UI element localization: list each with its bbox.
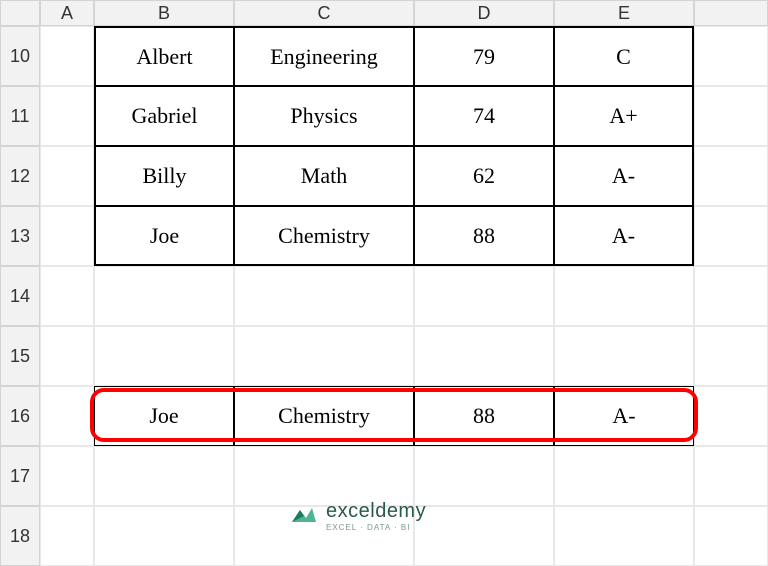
row-header-13[interactable]: 13 (0, 206, 40, 266)
cell-C11[interactable]: Physics (234, 86, 414, 146)
cell-D10[interactable]: 79 (414, 26, 554, 86)
row-header-12[interactable]: 12 (0, 146, 40, 206)
col-header-C[interactable]: C (234, 0, 414, 26)
cell-C10[interactable]: Engineering (234, 26, 414, 86)
cell-D13[interactable]: 88 (414, 206, 554, 266)
cell-A14[interactable] (40, 266, 94, 326)
cell-B11[interactable]: Gabriel (94, 86, 234, 146)
cell-E17[interactable] (554, 446, 694, 506)
cell-A16[interactable] (40, 386, 94, 446)
cell-C15[interactable] (234, 326, 414, 386)
cell-E13[interactable]: A- (554, 206, 694, 266)
cell-A15[interactable] (40, 326, 94, 386)
cell-A11[interactable] (40, 86, 94, 146)
row-header-11[interactable]: 11 (0, 86, 40, 146)
corner-cell[interactable] (0, 0, 40, 26)
row-header-18[interactable]: 18 (0, 506, 40, 566)
cell-D17[interactable] (414, 446, 554, 506)
watermark-brand: exceldemy (326, 500, 426, 523)
cell-B12[interactable]: Billy (94, 146, 234, 206)
cell-C16[interactable]: Chemistry (234, 386, 414, 446)
cell-B18[interactable] (94, 506, 234, 566)
spreadsheet-grid: A B C D E 10 Albert Engineering 79 C 11 … (0, 0, 768, 566)
cell-D15[interactable] (414, 326, 554, 386)
cell-A18[interactable] (40, 506, 94, 566)
cell-E14[interactable] (554, 266, 694, 326)
cell-F15[interactable] (694, 326, 768, 386)
col-header-D[interactable]: D (414, 0, 554, 26)
cell-F13[interactable] (694, 206, 768, 266)
cell-A12[interactable] (40, 146, 94, 206)
col-header-A[interactable]: A (40, 0, 94, 26)
cell-F18[interactable] (694, 506, 768, 566)
cell-D16[interactable]: 88 (414, 386, 554, 446)
col-header-F[interactable] (694, 0, 768, 26)
cell-E10[interactable]: C (554, 26, 694, 86)
cell-D11[interactable]: 74 (414, 86, 554, 146)
cell-D18[interactable] (414, 506, 554, 566)
cell-E11[interactable]: A+ (554, 86, 694, 146)
cell-E18[interactable] (554, 506, 694, 566)
cell-C14[interactable] (234, 266, 414, 326)
cell-E12[interactable]: A- (554, 146, 694, 206)
cell-F10[interactable] (694, 26, 768, 86)
cell-F14[interactable] (694, 266, 768, 326)
cell-D14[interactable] (414, 266, 554, 326)
cell-A17[interactable] (40, 446, 94, 506)
row-header-16[interactable]: 16 (0, 386, 40, 446)
cell-B14[interactable] (94, 266, 234, 326)
cell-F17[interactable] (694, 446, 768, 506)
cell-B15[interactable] (94, 326, 234, 386)
col-header-B[interactable]: B (94, 0, 234, 26)
cell-A10[interactable] (40, 26, 94, 86)
cell-C12[interactable]: Math (234, 146, 414, 206)
cell-A13[interactable] (40, 206, 94, 266)
exceldemy-logo-icon (290, 502, 318, 530)
cell-F16[interactable] (694, 386, 768, 446)
cell-E15[interactable] (554, 326, 694, 386)
cell-F11[interactable] (694, 86, 768, 146)
cell-D12[interactable]: 62 (414, 146, 554, 206)
cell-F12[interactable] (694, 146, 768, 206)
cell-B13[interactable]: Joe (94, 206, 234, 266)
row-header-10[interactable]: 10 (0, 26, 40, 86)
watermark-tagline: EXCEL · DATA · BI (326, 523, 426, 532)
col-header-E[interactable]: E (554, 0, 694, 26)
row-header-15[interactable]: 15 (0, 326, 40, 386)
cell-B17[interactable] (94, 446, 234, 506)
watermark: exceldemy EXCEL · DATA · BI (290, 500, 426, 532)
cell-E16[interactable]: A- (554, 386, 694, 446)
cell-B16[interactable]: Joe (94, 386, 234, 446)
row-header-17[interactable]: 17 (0, 446, 40, 506)
cell-C17[interactable] (234, 446, 414, 506)
row-header-14[interactable]: 14 (0, 266, 40, 326)
cell-C13[interactable]: Chemistry (234, 206, 414, 266)
cell-B10[interactable]: Albert (94, 26, 234, 86)
